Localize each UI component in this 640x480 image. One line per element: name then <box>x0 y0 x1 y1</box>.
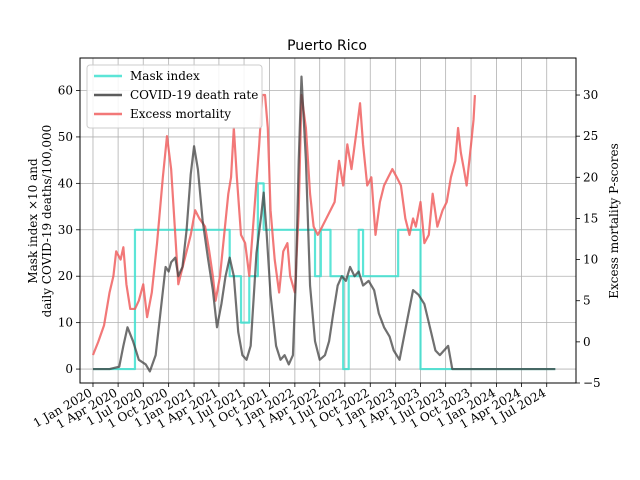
y-right-tick-label: 5 <box>583 294 591 308</box>
y-right-tick-label: 30 <box>583 88 598 102</box>
y-left-tick-label: 20 <box>58 269 73 283</box>
y-axis-left-label-line1: Mask index ×10 and <box>26 158 40 284</box>
y-right-tick-label: 10 <box>583 253 598 267</box>
y-axis-left: 0 10 20 30 40 50 60 <box>58 84 80 376</box>
legend-label: Excess mortality <box>130 107 231 121</box>
y-axis-right-label: Excess mortality P-scores <box>607 143 621 298</box>
y-right-tick-label: 25 <box>583 129 598 143</box>
y-right-tick-label: 20 <box>583 170 598 184</box>
series-line-covid-19-death-rate <box>92 75 556 373</box>
plot-frame <box>79 57 577 384</box>
series-layer <box>91 75 556 373</box>
y-right-tick-label: 0 <box>583 335 591 349</box>
series-line-excess-mortality <box>91 93 477 356</box>
y-left-tick-label: 60 <box>58 84 73 98</box>
y-right-tick-label: −5 <box>583 376 601 390</box>
y-left-tick-label: 0 <box>65 362 73 376</box>
chart-title: Puerto Rico <box>287 38 367 54</box>
legend-label: COVID-19 death rate <box>130 88 258 102</box>
legend: Mask index COVID-19 death rate Excess mort… <box>86 64 263 129</box>
series-line-mask-index <box>92 182 556 371</box>
y-left-tick-label: 50 <box>58 130 73 144</box>
y-left-tick-label: 40 <box>58 176 73 190</box>
y-axis-left-label-line2: daily COVID-19 deaths/100,000 <box>40 125 54 318</box>
y-right-tick-label: 15 <box>583 211 598 225</box>
y-left-tick-label: 10 <box>58 316 73 330</box>
legend-label: Mask index <box>130 69 200 83</box>
y-left-tick-label: 30 <box>58 223 73 237</box>
y-axis-right: −5 0 5 10 15 20 25 30 <box>576 88 601 390</box>
legend-box <box>86 64 263 129</box>
